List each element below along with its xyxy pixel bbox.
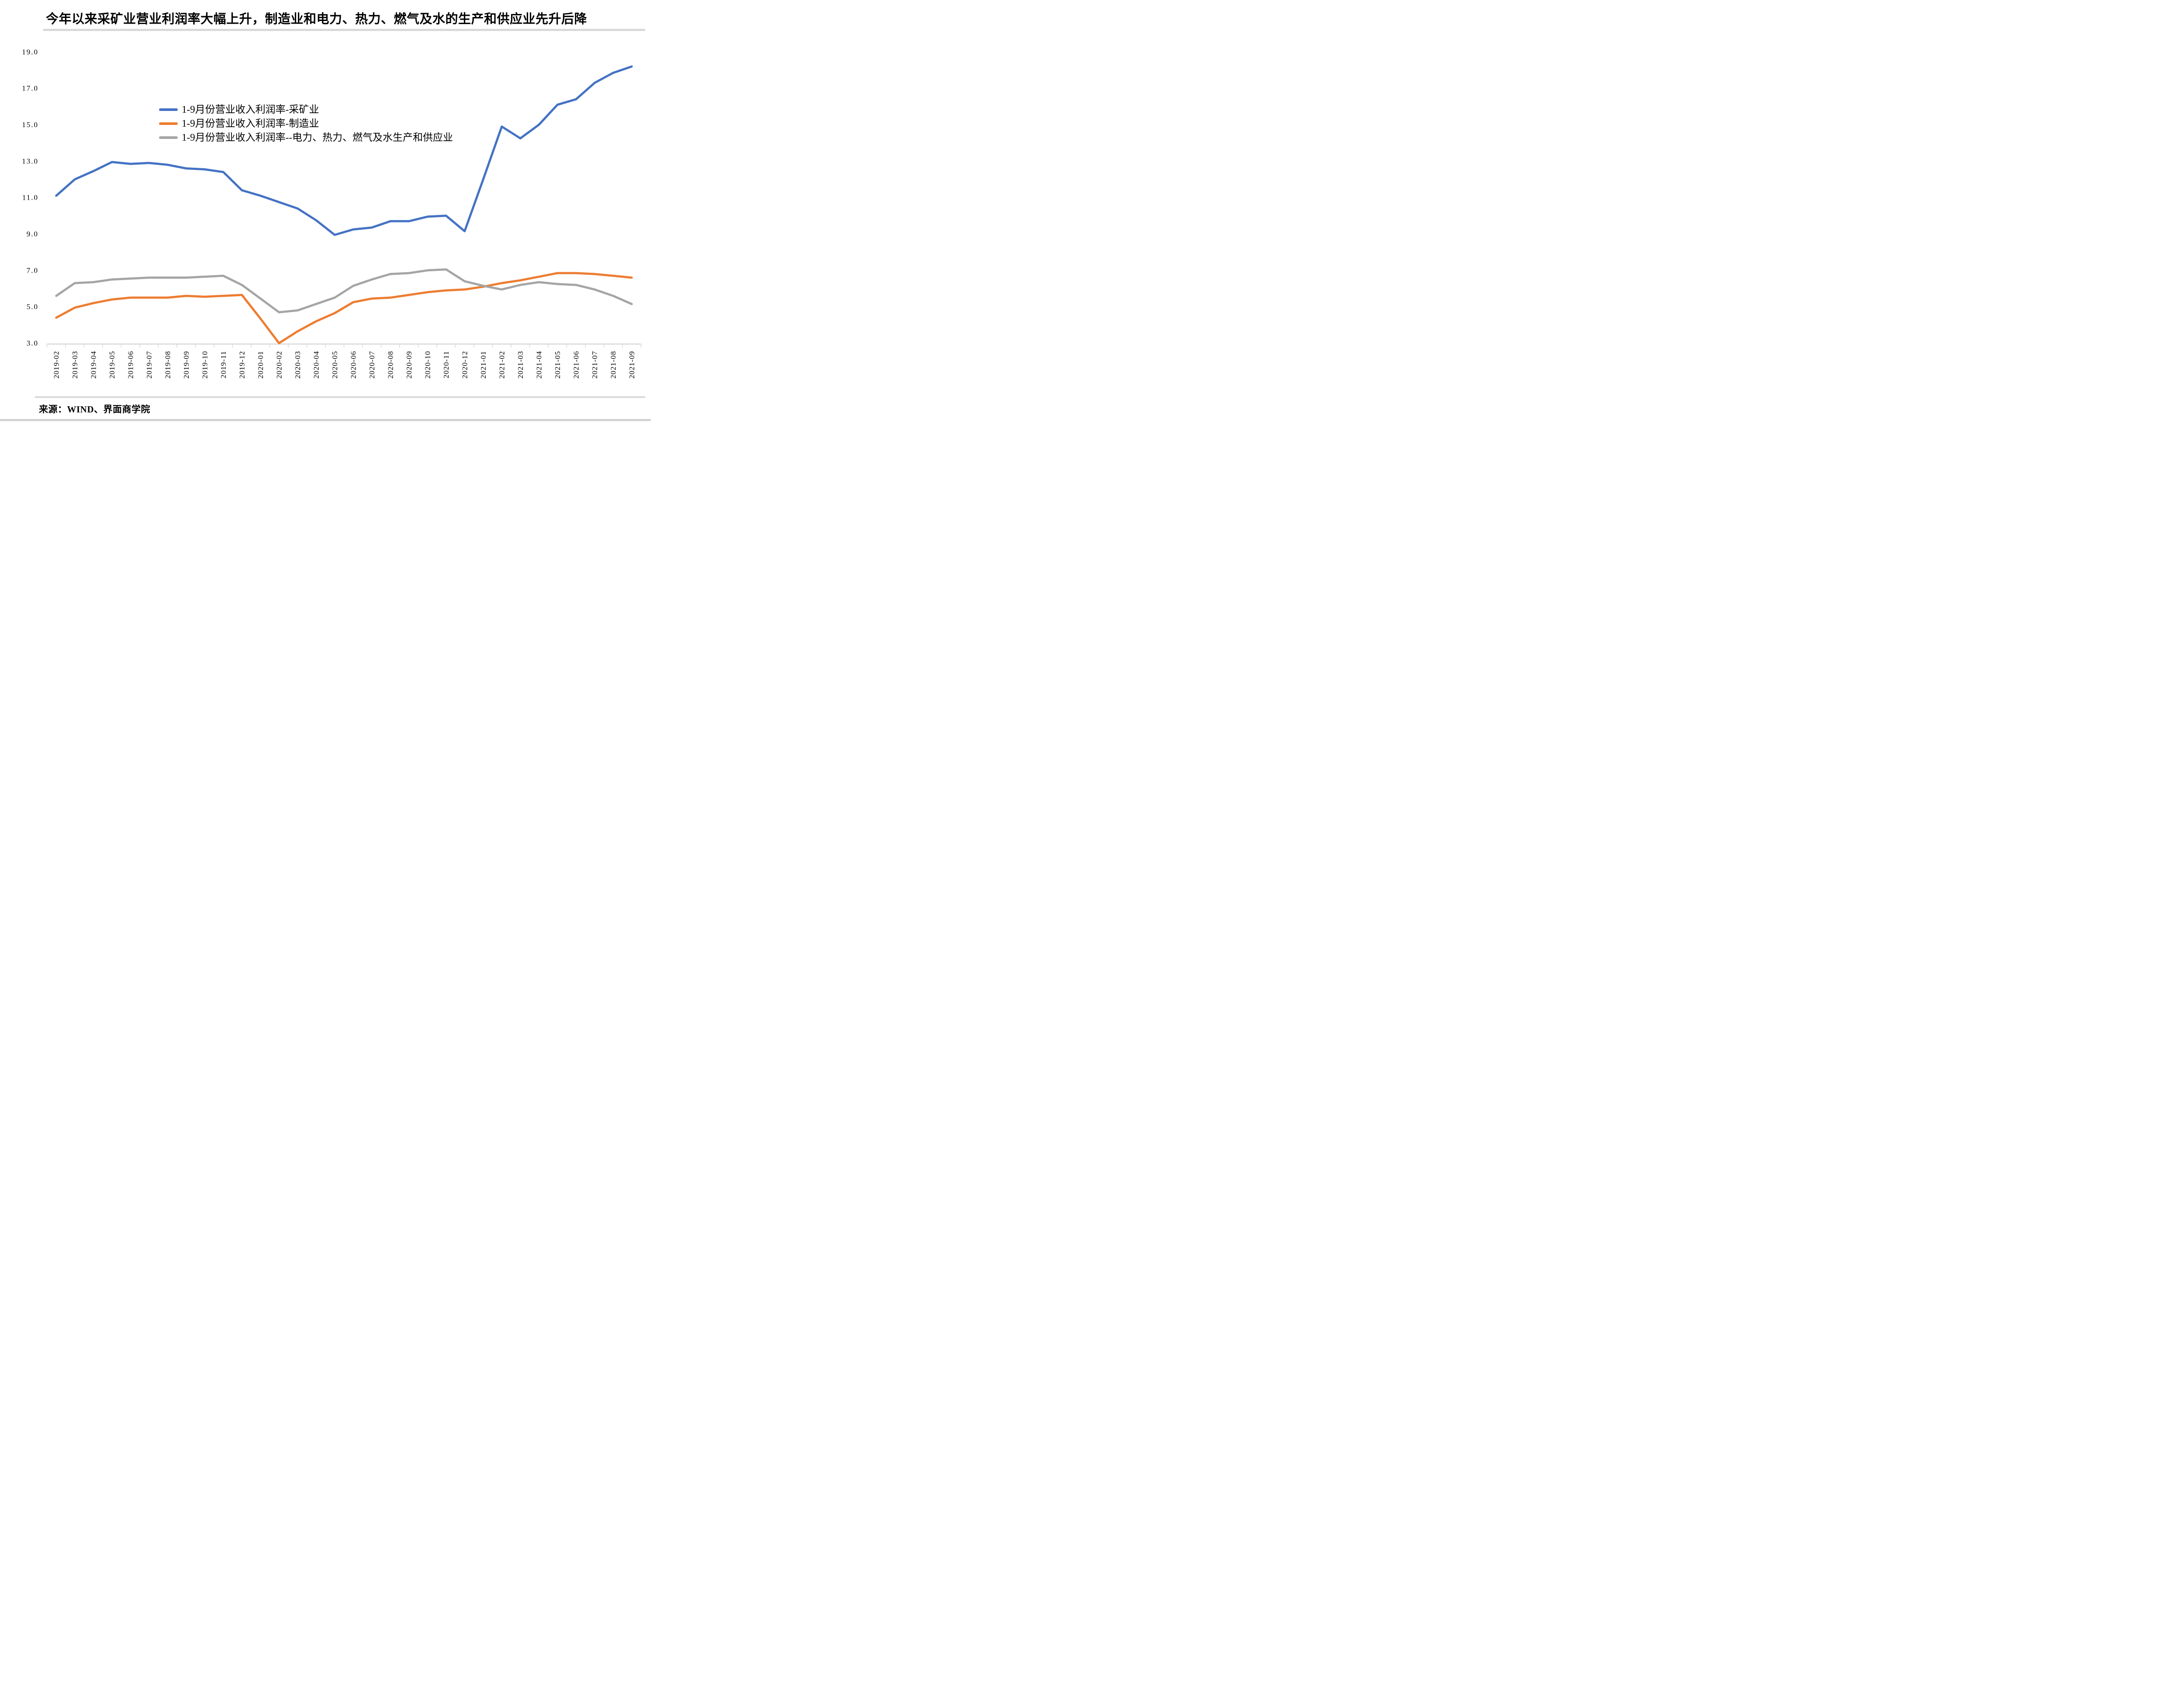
- x-axis-label: 2019-02: [52, 351, 60, 379]
- x-axis-label: 2020-10: [423, 351, 432, 379]
- x-axis-label: 2020-11: [442, 351, 450, 378]
- plot-svg: 3.0 5.0 7.0 9.0 11.0 13.0 15.0 17.0 19.0 2019-02 2…: [22, 48, 642, 379]
- source-divider: [35, 396, 645, 398]
- manufacturing-line: [55, 272, 633, 344]
- legend: 1-9月份营业收入利润率-采矿业 1-9月份营业收入利润率-制造业 1-9月份营…: [159, 103, 453, 145]
- x-axis-label: 2020-05: [331, 351, 339, 379]
- bottom-rule: [0, 419, 651, 421]
- x-axis-label: 2020-08: [386, 351, 394, 379]
- chart-title: 今年以来采矿业营业利润率大幅上升，制造业和电力、热力、燃气及水的生产和供应业先升…: [46, 12, 587, 26]
- legend-item-utilities: 1-9月份营业收入利润率--电力、热力、燃气及水生产和供应业: [159, 131, 453, 144]
- x-axis-label: 2019-12: [238, 351, 246, 379]
- utilities-line: [55, 268, 633, 314]
- x-axis-label: 2021-02: [498, 351, 506, 379]
- x-axis-label: 2021-04: [535, 351, 543, 379]
- manufacturing-line-swatch-icon: [159, 122, 178, 125]
- x-axis-label: 2019-09: [182, 351, 190, 379]
- mining-line: [55, 65, 633, 236]
- x-axis-label: 2020-12: [460, 351, 469, 379]
- x-axis-label: 2021-05: [553, 351, 562, 379]
- x-axis-label: 2019-10: [200, 351, 209, 379]
- x-axis-label: 2020-01: [256, 351, 265, 379]
- x-axis-label: 2019-06: [126, 351, 135, 379]
- x-axis-label: 2019-03: [71, 351, 79, 379]
- x-axis-label: 2021-06: [572, 351, 580, 379]
- x-axis-label: 2019-05: [108, 351, 116, 379]
- x-axis-label: 2021-08: [609, 351, 617, 379]
- title-divider: [43, 29, 645, 31]
- x-axis-label: 2021-01: [479, 351, 487, 379]
- y-axis-label: 11.0: [22, 194, 38, 202]
- x-axis-label: 2019-11: [219, 351, 228, 378]
- x-axis-label: 2021-09: [628, 351, 636, 379]
- x-axis-label: 2021-07: [591, 351, 599, 379]
- x-axis-label: 2020-02: [275, 351, 283, 379]
- mining-line-swatch-icon: [159, 108, 178, 111]
- legend-label-mining: 1-9月份营业收入利润率-采矿业: [182, 104, 319, 115]
- x-axis-label: 2020-04: [312, 351, 320, 379]
- x-axis-label: 2020-03: [294, 351, 302, 379]
- legend-label-manufacturing: 1-9月份营业收入利润率-制造业: [182, 118, 319, 129]
- y-axis-label: 3.0: [27, 339, 38, 347]
- legend-label-utilities: 1-9月份营业收入利润率--电力、热力、燃气及水生产和供应业: [182, 132, 453, 143]
- utilities-line-swatch-icon: [159, 136, 178, 139]
- y-axis-label: 15.0: [22, 121, 38, 129]
- x-axis-label: 2019-04: [89, 351, 97, 379]
- y-axis-label: 9.0: [27, 230, 38, 238]
- x-axis-label: 2020-06: [349, 351, 357, 379]
- x-axis-label: 2021-03: [516, 351, 525, 379]
- x-axis-label: 2019-07: [145, 351, 153, 379]
- chart-page: 今年以来采矿业营业利润率大幅上升，制造业和电力、热力、燃气及水的生产和供应业先升…: [0, 0, 651, 421]
- y-axis-label: 5.0: [27, 303, 38, 311]
- y-axis-label: 13.0: [22, 157, 38, 165]
- legend-item-manufacturing: 1-9月份营业收入利润率-制造业: [159, 117, 453, 130]
- x-axis-label: 2019-08: [163, 351, 172, 379]
- source-text: 来源：WIND、界面商学院: [39, 404, 151, 415]
- x-axis-label: 2020-09: [405, 351, 413, 379]
- legend-item-mining: 1-9月份营业收入利润率-采矿业: [159, 103, 453, 116]
- y-axis-label: 17.0: [22, 84, 38, 93]
- y-axis-label: 19.0: [22, 48, 38, 56]
- x-axis-label: 2020-07: [368, 351, 376, 379]
- y-axis-label: 7.0: [27, 266, 38, 274]
